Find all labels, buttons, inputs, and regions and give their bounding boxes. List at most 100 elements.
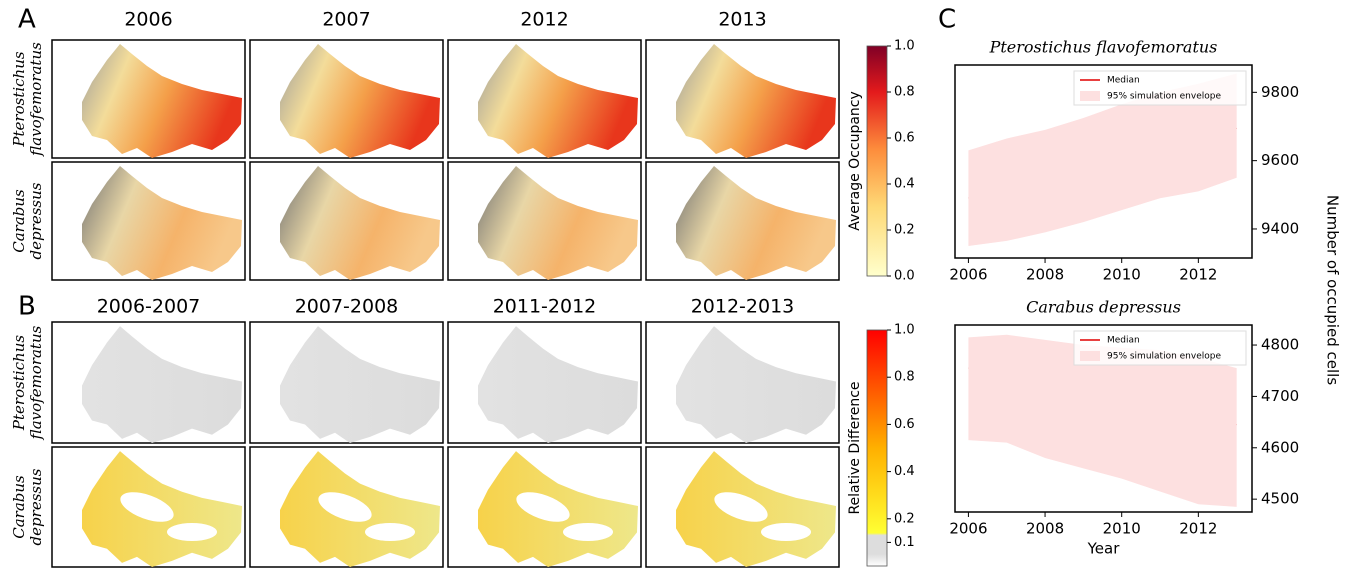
column-title: 2007-2008 <box>295 296 399 318</box>
x-tick-label: 2010 <box>1103 266 1141 284</box>
map-gap <box>167 523 217 541</box>
map <box>645 39 840 159</box>
map <box>645 446 840 568</box>
row-label: depressus <box>27 182 45 259</box>
legend-box <box>1073 330 1247 366</box>
map <box>249 321 444 444</box>
y-tick-label: 4500 <box>1261 490 1299 508</box>
panel-label: C <box>938 5 956 35</box>
colorbar <box>866 329 888 567</box>
x-tick-label: 2006 <box>949 520 987 538</box>
map <box>51 321 246 444</box>
map <box>645 161 840 281</box>
y-tick-label: 9600 <box>1261 151 1299 169</box>
x-tick-label: 2008 <box>1026 266 1064 284</box>
row-label: flavofemoratus <box>27 325 45 440</box>
colorbar-tick-label: 0.4 <box>894 177 915 192</box>
map-region <box>82 166 242 280</box>
envelope <box>968 334 1237 507</box>
axes-frame <box>954 64 1253 259</box>
colorbar <box>866 45 888 277</box>
map <box>51 161 246 281</box>
row-label: Pterostichus <box>10 335 28 431</box>
colorbar-tick-label: 0.0 <box>894 269 915 284</box>
map-gap <box>563 523 613 541</box>
map <box>51 39 246 159</box>
map <box>249 446 444 568</box>
colorbar-tick-label: 0.6 <box>894 131 915 146</box>
map-gap <box>714 492 768 522</box>
map-gap <box>120 492 174 522</box>
row-label: depressus <box>27 468 45 545</box>
map <box>249 161 444 281</box>
map <box>447 161 642 281</box>
map-region <box>676 166 836 280</box>
y-tick-label: 4700 <box>1261 387 1299 405</box>
colorbar-label: Relative Difference <box>847 381 863 514</box>
map <box>51 446 246 568</box>
map-region <box>280 326 440 443</box>
map-gap <box>761 523 811 541</box>
row-label: flavofemoratus <box>27 42 45 157</box>
map <box>447 39 642 159</box>
panel-label: B <box>18 292 36 322</box>
map <box>645 321 840 444</box>
legend-label: 95% simulation envelope <box>1107 92 1221 102</box>
map-region <box>82 326 242 443</box>
column-title: 2013 <box>718 9 766 31</box>
column-title: 2012-2013 <box>691 296 795 318</box>
map-region <box>280 166 440 280</box>
colorbar-tick-label: 0.8 <box>894 370 915 385</box>
column-title: 2011-2012 <box>493 296 597 318</box>
y-axis-label: Number of occupied cells <box>1324 195 1342 385</box>
colorbar-tick-label: 0.6 <box>894 417 915 432</box>
legend-label: Median <box>1107 76 1140 86</box>
colorbar-tick-label: 1.0 <box>894 323 915 338</box>
colorbar-tick-label: 0.1 <box>894 535 915 550</box>
axes-frame <box>954 324 1253 513</box>
colorbar-label: Average Occupancy <box>847 91 863 231</box>
legend-box <box>1073 70 1247 106</box>
column-title: 2006-2007 <box>97 296 201 318</box>
legend-label: Median <box>1107 336 1140 346</box>
row-label: Carabus <box>10 475 28 539</box>
map-region <box>478 326 638 443</box>
panel-label: A <box>18 5 36 35</box>
chart-title: Pterostichus flavofemoratus <box>989 38 1218 57</box>
map-region <box>478 44 638 158</box>
chart-title: Carabus depressus <box>1026 298 1181 317</box>
colorbar-tick-label: 0.8 <box>894 85 915 100</box>
x-axis-label: Year <box>1087 540 1121 558</box>
map <box>249 39 444 159</box>
colorbar-tick-label: 0.2 <box>894 223 915 238</box>
legend-swatch <box>1080 351 1100 361</box>
map <box>447 446 642 568</box>
map-gap <box>516 492 570 522</box>
column-title: 2012 <box>520 9 568 31</box>
colorbar-tick-label: 1.0 <box>894 39 915 54</box>
column-title: 2007 <box>322 9 370 31</box>
map-region <box>676 326 836 443</box>
y-tick-label: 4800 <box>1261 336 1299 354</box>
envelope <box>968 73 1237 247</box>
y-tick-label: 4600 <box>1261 438 1299 456</box>
colorbar-tick-label: 0.4 <box>894 464 915 479</box>
map-gap <box>318 492 372 522</box>
row-label: Pterostichus <box>10 51 28 147</box>
row-label: Carabus <box>10 189 28 253</box>
x-tick-label: 2006 <box>949 266 987 284</box>
map-region <box>280 44 440 158</box>
map-region <box>82 44 242 158</box>
legend-label: 95% simulation envelope <box>1107 352 1221 362</box>
map-region <box>676 44 836 158</box>
y-tick-label: 9800 <box>1261 83 1299 101</box>
x-tick-label: 2008 <box>1026 520 1064 538</box>
map-region <box>478 166 638 280</box>
x-tick-label: 2012 <box>1179 520 1217 538</box>
colorbar-tick-label: 0.2 <box>894 511 915 526</box>
map <box>447 321 642 444</box>
y-tick-label: 9400 <box>1261 219 1299 237</box>
x-tick-label: 2010 <box>1103 520 1141 538</box>
x-tick-label: 2012 <box>1179 266 1217 284</box>
